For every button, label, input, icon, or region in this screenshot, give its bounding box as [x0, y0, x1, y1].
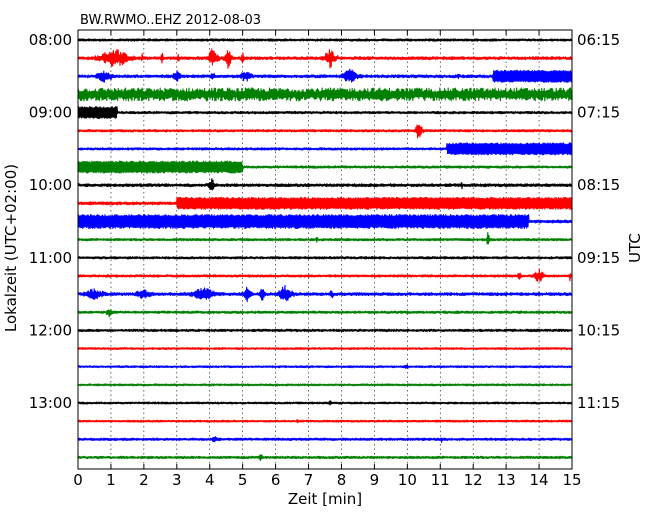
seismic-trace	[77, 400, 573, 406]
trace-row-14	[77, 284, 573, 303]
left-tick-label: 09:00	[29, 104, 72, 122]
trace-row-13	[77, 268, 573, 282]
trace-row-7	[77, 160, 573, 174]
seismic-trace	[77, 68, 573, 83]
right-tick-label: 11:15	[577, 394, 620, 412]
trace-row-2	[77, 68, 573, 83]
seismic-trace	[77, 213, 573, 230]
trace-row-21	[77, 418, 573, 424]
x-tick-label: 12	[464, 471, 483, 489]
trace-row-0	[77, 38, 573, 42]
x-tick-label: 3	[172, 471, 182, 489]
x-tick-label: 0	[73, 471, 83, 489]
x-tick-label: 6	[271, 471, 281, 489]
x-axis-ticks: 0 1 2 3 4 5 6 7 8 9 10 11 12 13 14 15	[73, 30, 582, 489]
left-tick-label: 08:00	[29, 31, 72, 49]
right-tick-label: 06:15	[577, 31, 620, 49]
right-tick-label: 07:15	[577, 104, 620, 122]
trace-row-6	[77, 142, 573, 156]
x-tick-label: 9	[370, 471, 380, 489]
trace-row-10	[77, 213, 573, 230]
seismic-trace	[77, 436, 573, 443]
seismic-trace	[77, 231, 573, 245]
seismic-trace	[77, 383, 573, 387]
x-axis-label: Zeit [min]	[288, 490, 362, 508]
trace-row-16	[77, 328, 573, 333]
seismic-trace	[77, 196, 573, 210]
trace-row-8	[77, 178, 573, 191]
x-tick-label: 1	[106, 471, 116, 489]
trace-row-9	[77, 196, 573, 210]
plot-frame	[77, 29, 573, 470]
grid-lines	[110, 30, 540, 469]
x-tick-label: 14	[530, 471, 549, 489]
seismic-trace	[77, 48, 573, 69]
seismic-trace	[77, 453, 573, 462]
left-tick-label: 11:00	[29, 249, 72, 267]
trace-row-18	[77, 364, 573, 369]
trace-row-3	[77, 87, 573, 102]
seismic-trace	[77, 364, 573, 369]
seismic-trace	[77, 347, 573, 351]
seismic-trace	[77, 178, 573, 191]
seismic-trace	[77, 418, 573, 424]
seismic-trace	[77, 124, 573, 139]
seismic-trace	[77, 309, 573, 318]
seismic-trace	[77, 106, 573, 120]
left-axis-ticks: 08:00 09:00 10:00 11:00 12:00 13:00	[29, 31, 83, 412]
trace-row-1	[77, 48, 573, 69]
x-tick-label: 4	[205, 471, 215, 489]
x-tick-label: 2	[139, 471, 149, 489]
trace-row-15	[77, 309, 573, 318]
right-tick-label: 09:15	[577, 249, 620, 267]
seismic-trace	[77, 142, 573, 156]
seismic-trace	[77, 256, 573, 260]
x-tick-label: 8	[337, 471, 347, 489]
x-tick-label: 10	[398, 471, 417, 489]
seismic-trace	[77, 38, 573, 42]
x-tick-label: 5	[238, 471, 248, 489]
chart-title: BW.RWMO..EHZ 2012-08-03	[80, 13, 261, 28]
x-tick-label: 11	[431, 471, 450, 489]
trace-row-19	[77, 383, 573, 387]
seismic-traces	[77, 38, 573, 462]
x-tick-label: 13	[497, 471, 516, 489]
left-axis-label: Lokalzeit (UTC+02:00)	[2, 164, 20, 332]
seismic-trace	[77, 160, 573, 174]
trace-row-17	[77, 347, 573, 351]
right-tick-label: 08:15	[577, 176, 620, 194]
right-tick-label: 10:15	[577, 321, 620, 339]
trace-row-12	[77, 256, 573, 260]
seismic-trace	[77, 284, 573, 303]
right-axis-ticks: 06:15 07:15 08:15 09:15 10:15 11:15	[567, 31, 620, 412]
x-tick-label: 7	[304, 471, 314, 489]
trace-row-11	[77, 231, 573, 245]
trace-row-20	[77, 400, 573, 406]
trace-row-4	[77, 106, 573, 120]
left-tick-label: 10:00	[29, 176, 72, 194]
x-tick-label: 15	[562, 471, 581, 489]
seismic-trace	[77, 268, 573, 282]
right-axis-label: UTC	[626, 233, 644, 263]
trace-row-5	[77, 124, 573, 139]
left-tick-label: 12:00	[29, 321, 72, 339]
trace-row-22	[77, 436, 573, 443]
seismic-trace	[77, 328, 573, 333]
seismic-trace	[77, 87, 573, 102]
left-tick-label: 13:00	[29, 394, 72, 412]
trace-row-23	[77, 453, 573, 462]
